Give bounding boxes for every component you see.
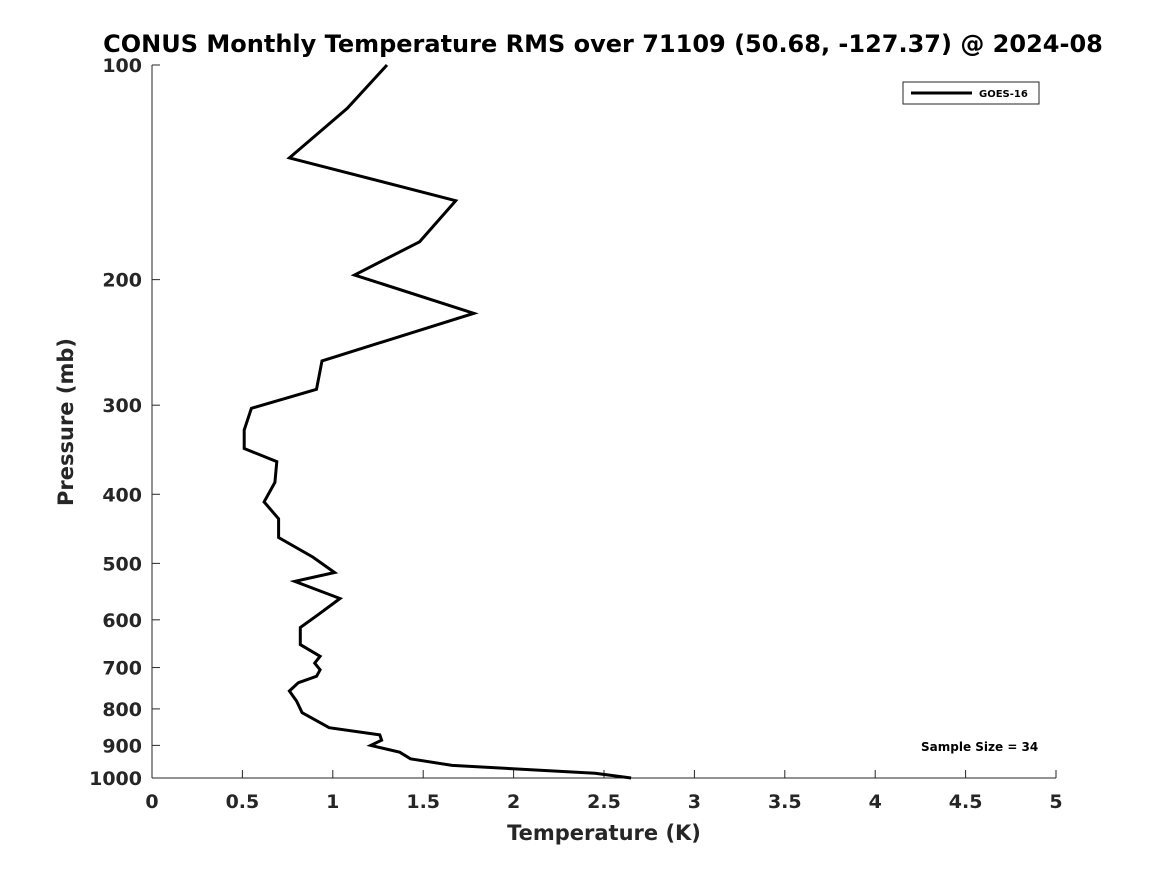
y-tick-label: 800: [102, 699, 142, 721]
y-tick-label: 400: [102, 484, 142, 506]
x-axis-label: Temperature (K): [507, 821, 701, 845]
legend-label: GOES-16: [979, 89, 1028, 100]
y-tick-label: 1000: [89, 768, 142, 790]
sample-size-annotation: Sample Size = 34: [921, 740, 1038, 754]
x-tick-label: 2.5: [587, 791, 621, 813]
chart-title: CONUS Monthly Temperature RMS over 71109…: [103, 30, 1103, 58]
y-tick-label: 100: [102, 55, 142, 77]
x-tick-label: 0: [145, 791, 158, 813]
plot-frame: [152, 65, 1056, 778]
x-tick-label: 4.5: [949, 791, 983, 813]
x-tick-label: 3: [688, 791, 701, 813]
y-tick-label: 200: [102, 270, 142, 292]
y-tick-label: 500: [102, 553, 142, 575]
y-tick-label: 900: [102, 735, 142, 757]
x-ticks: 0 0.5 1 1.5 2 2.5 3 3.5 4 4.5 5: [145, 770, 1063, 813]
x-tick-label: 3.5: [768, 791, 802, 813]
y-ticks: 100 200 300 400 500 600 700 800 900 1000: [89, 55, 160, 790]
x-tick-label: 1.5: [406, 791, 440, 813]
y-tick-label: 700: [102, 658, 142, 680]
x-tick-label: 5: [1049, 791, 1062, 813]
y-tick-label: 300: [102, 395, 142, 417]
y-tick-label: 600: [102, 610, 142, 632]
x-tick-label: 2: [507, 791, 520, 813]
y-axis-label: Pressure (mb): [54, 338, 78, 506]
x-tick-label: 0.5: [226, 791, 260, 813]
x-tick-label: 4: [869, 791, 882, 813]
legend: GOES-16: [902, 81, 1040, 105]
series-layer: [242, 63, 632, 780]
x-tick-label: 1: [326, 791, 339, 813]
series-line-goes-16: [242, 63, 632, 780]
